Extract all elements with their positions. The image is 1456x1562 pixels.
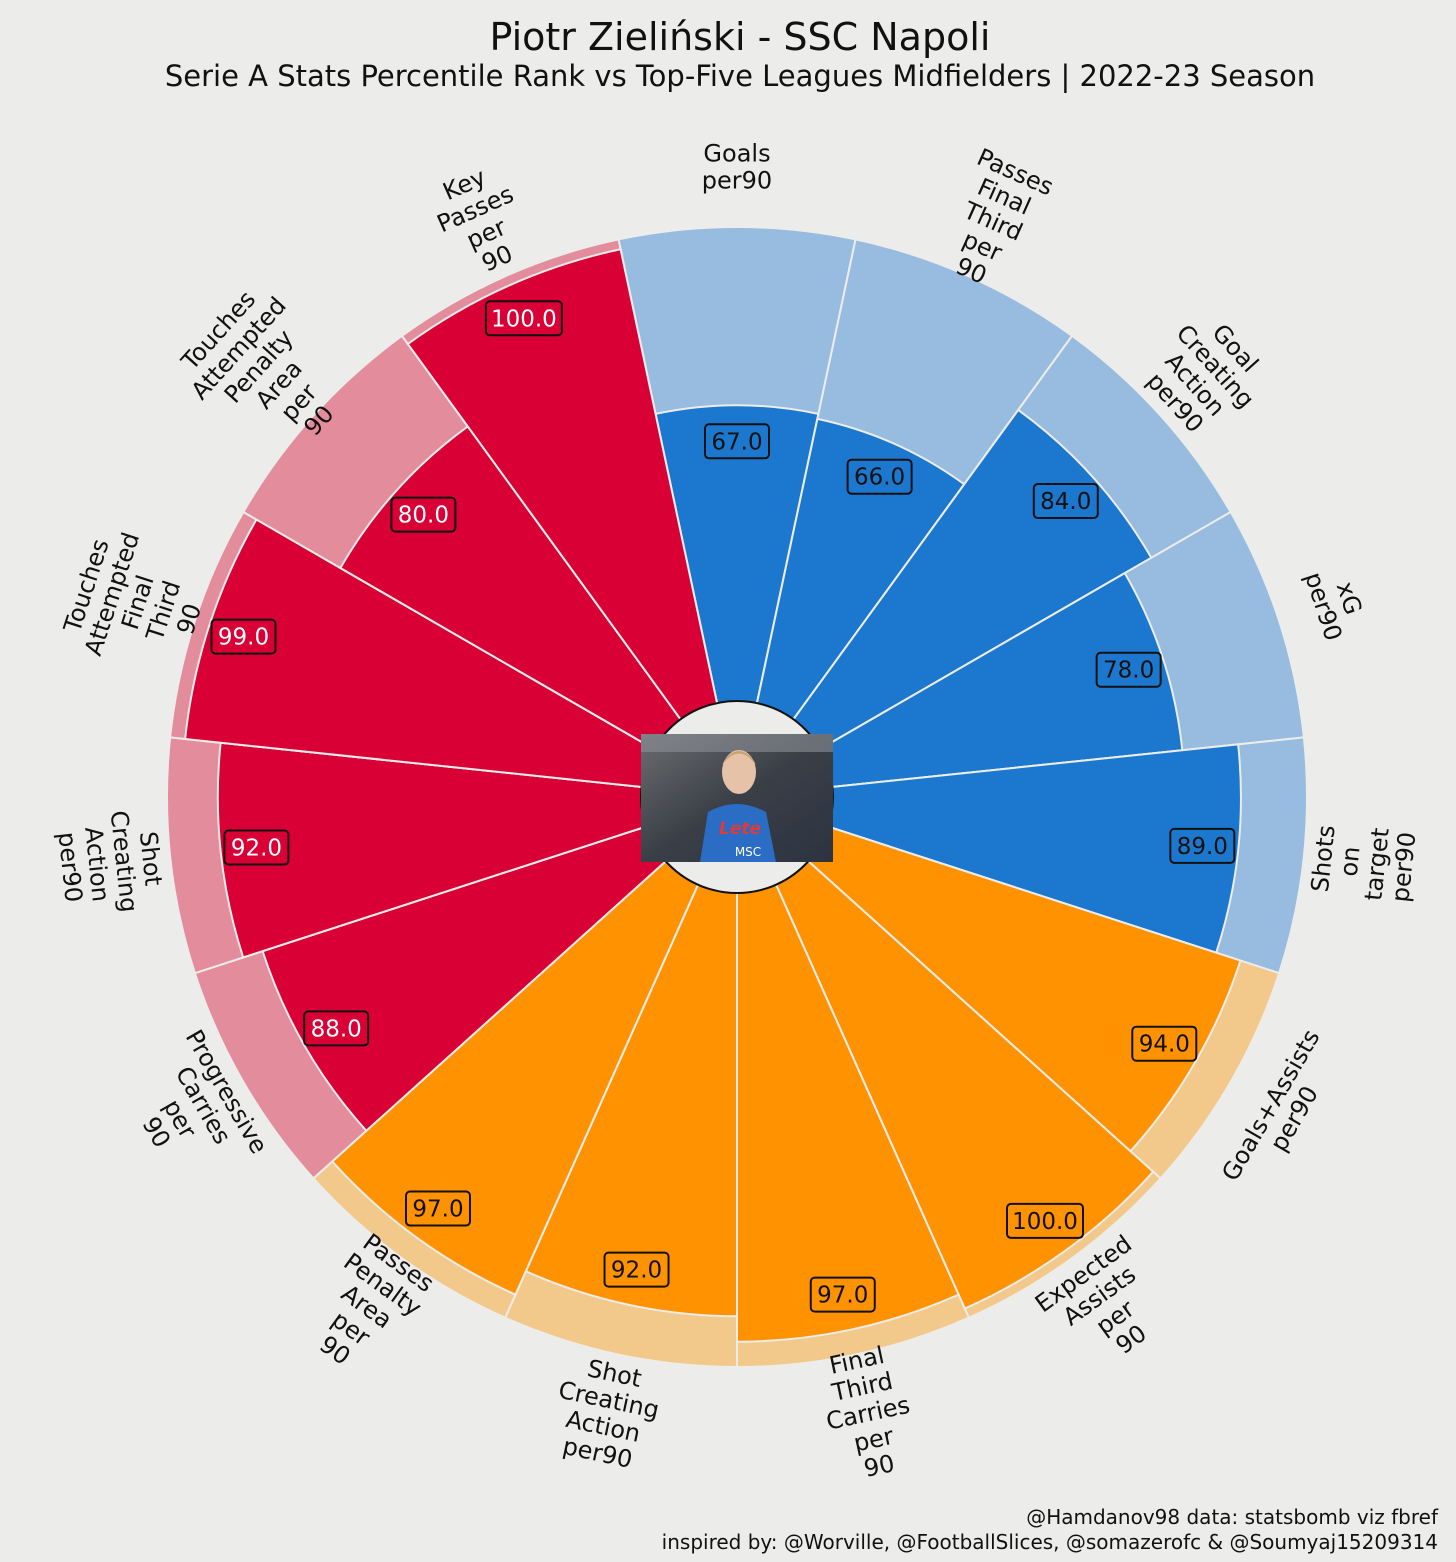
value-label: 100.0 xyxy=(1012,1209,1078,1235)
category-label: FinalThirdCarriesper90 xyxy=(812,1338,923,1489)
center-group: Lete MSC xyxy=(640,700,834,894)
shirt-msc-text: MSC xyxy=(735,845,761,859)
value-label-box xyxy=(390,496,457,533)
footer-inspired: inspired by: @Worville, @FootballSlices,… xyxy=(661,1529,1438,1554)
value-label-box xyxy=(210,618,277,655)
footer: @Hamdanov98 data: statsbomb viz fbref in… xyxy=(662,1505,1438,1554)
category-label: ShotCreatingActionper90 xyxy=(51,806,170,919)
value-label-box xyxy=(603,1251,670,1288)
category-label: Goals per90 xyxy=(702,140,772,195)
value-label: 66.0 xyxy=(854,465,905,491)
value-label-box xyxy=(1169,827,1236,864)
value-label-box xyxy=(1095,651,1162,688)
value-label-box xyxy=(809,1276,876,1313)
category-label: KeyPassesper90 xyxy=(422,155,540,287)
value-label-box xyxy=(484,300,563,337)
value-label: 78.0 xyxy=(1103,658,1154,684)
value-label-box xyxy=(1131,1025,1198,1062)
value-label-box xyxy=(704,423,770,460)
value-label-box xyxy=(1005,1202,1084,1239)
category-label: xGper90 xyxy=(1299,560,1373,644)
value-label-box xyxy=(223,829,290,866)
slice-bar xyxy=(330,796,738,1296)
value-label: 97.0 xyxy=(412,1197,463,1223)
value-label: 100.0 xyxy=(491,306,557,332)
value-label: 89.0 xyxy=(1177,834,1228,860)
slice-bar xyxy=(736,417,966,798)
player-photo: Lete MSC xyxy=(641,734,833,862)
slice-bar xyxy=(216,741,738,959)
category-label: ShotCreatingActionper90 xyxy=(545,1349,668,1477)
value-label: 92.0 xyxy=(611,1258,662,1284)
slice-bar xyxy=(736,796,960,1343)
footer-credit: @Hamdanov98 data: statsbomb viz fbref xyxy=(1026,1505,1438,1530)
chart-subtitle: Serie A Stats Percentile Rank vs Top-Fiv… xyxy=(165,59,1315,93)
value-label-box xyxy=(404,1190,471,1227)
chart-title: Piotr Zieliński - SSC Napoli xyxy=(490,15,991,59)
slice-bar xyxy=(184,518,738,798)
slice-bar xyxy=(736,743,1242,954)
slice-bar xyxy=(524,796,738,1318)
value-label: 99.0 xyxy=(218,625,269,651)
value-label-box xyxy=(1032,482,1099,519)
slice-bar xyxy=(736,796,1155,1310)
value-label: 94.0 xyxy=(1139,1032,1190,1058)
value-label: 67.0 xyxy=(711,429,762,455)
slice-bar xyxy=(406,248,738,798)
slice-bar xyxy=(654,404,820,798)
value-label: 84.0 xyxy=(1040,489,1091,515)
category-label: Shotsontargetper90 xyxy=(1306,821,1422,905)
value-label-box xyxy=(303,1010,370,1047)
slice-bar xyxy=(736,796,1242,1153)
value-label-box xyxy=(846,458,913,495)
value-label: 80.0 xyxy=(398,503,449,529)
value-label: 88.0 xyxy=(311,1016,362,1042)
value-label: 92.0 xyxy=(231,836,282,862)
category-label: TouchesAttemptedPenaltyAreaper90 xyxy=(166,273,373,477)
value-label: 97.0 xyxy=(817,1283,868,1309)
slice-bar xyxy=(261,796,738,1133)
slice-bar xyxy=(736,571,1184,798)
shirt-sponsor-text: Lete xyxy=(719,819,761,839)
